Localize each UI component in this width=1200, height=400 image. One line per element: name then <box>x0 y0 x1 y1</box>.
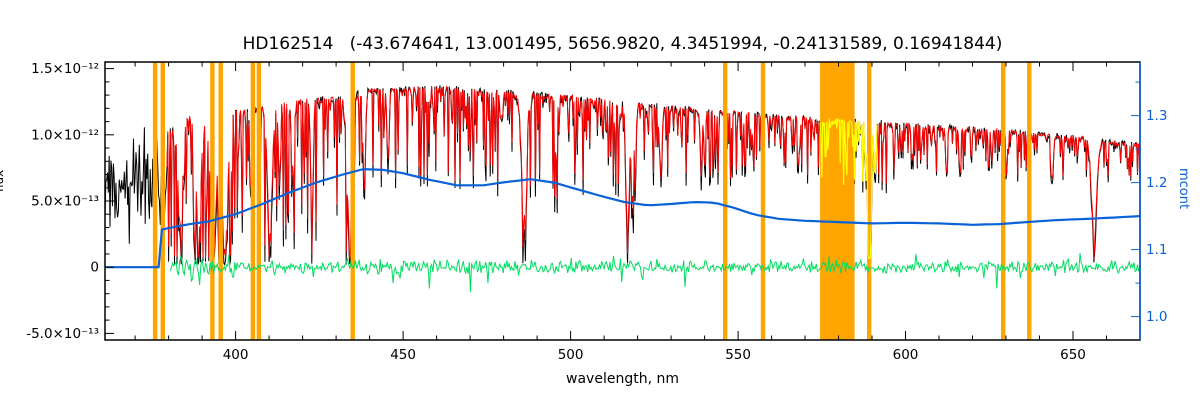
svg-text:650: 650 <box>1060 347 1086 363</box>
svg-text:1.2: 1.2 <box>1146 175 1167 191</box>
left-y-axis-title: flux <box>0 169 6 192</box>
mask-bands <box>152 62 1032 340</box>
x-axis-title: wavelength, nm <box>566 371 679 387</box>
svg-text:5.0×10⁻¹³: 5.0×10⁻¹³ <box>31 194 99 210</box>
svg-text:1.1: 1.1 <box>1146 242 1167 258</box>
svg-text:450: 450 <box>390 347 416 363</box>
svg-text:1.0×10⁻¹²: 1.0×10⁻¹² <box>31 127 99 143</box>
svg-text:500: 500 <box>558 347 584 363</box>
right-y-axis-title: mcont <box>1176 168 1191 210</box>
svg-text:-5.0×10⁻¹³: -5.0×10⁻¹³ <box>26 326 99 342</box>
continuum-series <box>105 168 1141 269</box>
plot-title: HD162514 (-43.674641, 13.001495, 5656.98… <box>242 34 1003 54</box>
svg-text:550: 550 <box>725 347 751 363</box>
flagged-spectrum-segment <box>819 118 878 260</box>
svg-text:1.0: 1.0 <box>1146 309 1167 325</box>
svg-text:600: 600 <box>893 347 919 363</box>
right-axis-tick-labels: 1.0 1.1 1.2 1.3 <box>1146 108 1167 325</box>
residual-series <box>169 252 1141 293</box>
model-spectrum-series <box>166 85 1141 260</box>
svg-text:400: 400 <box>223 347 249 363</box>
right-axis <box>1131 62 1141 340</box>
svg-text:0: 0 <box>90 260 99 276</box>
svg-text:1.3: 1.3 <box>1146 108 1167 124</box>
svg-text:1.5×10⁻¹²: 1.5×10⁻¹² <box>31 61 99 77</box>
left-axis-tick-labels: 400 450 500 550 600 650 1.5×10⁻¹² 1.0×10⁻¹² 5.0×… <box>26 61 1086 363</box>
